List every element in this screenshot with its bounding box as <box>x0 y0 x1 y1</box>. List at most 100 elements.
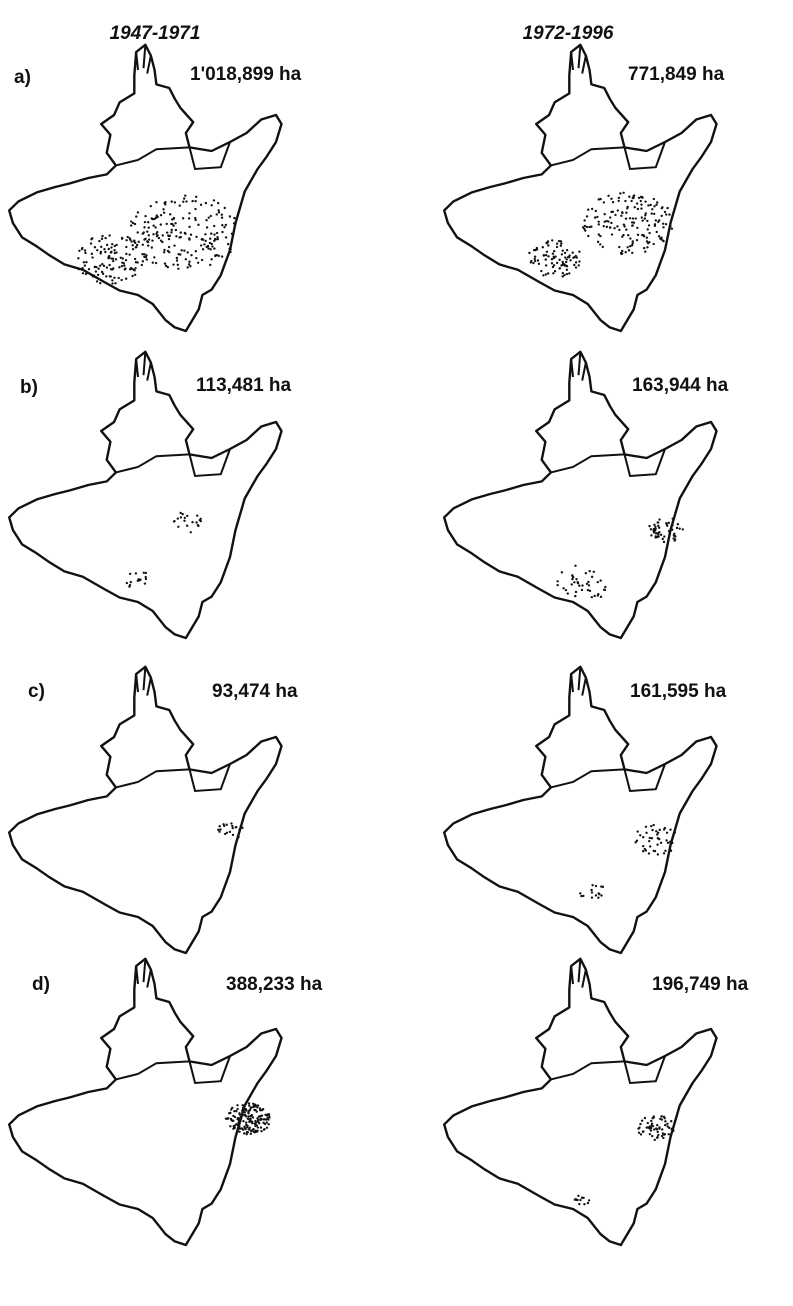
dot <box>593 595 595 597</box>
dot <box>568 254 570 256</box>
dot <box>658 219 660 221</box>
dot <box>591 576 593 578</box>
dot <box>581 1197 583 1199</box>
dot <box>222 823 224 825</box>
dot <box>110 251 112 253</box>
dot <box>209 238 211 240</box>
dot <box>620 215 622 217</box>
dot <box>652 243 654 245</box>
dot <box>597 221 599 223</box>
dot <box>244 1128 246 1130</box>
dot <box>618 229 620 231</box>
dot <box>257 1120 259 1122</box>
dot <box>534 258 536 260</box>
dot <box>129 584 131 586</box>
dot <box>81 248 83 250</box>
dot <box>256 1131 258 1133</box>
dot <box>243 1126 245 1128</box>
dot <box>171 229 173 231</box>
dot <box>553 264 555 266</box>
dot <box>144 221 146 223</box>
dot <box>599 235 601 237</box>
dot <box>641 197 643 199</box>
dot <box>136 244 138 246</box>
dot <box>137 211 139 213</box>
dot <box>226 832 228 834</box>
dot <box>200 520 202 522</box>
dot <box>667 233 669 235</box>
dot <box>100 251 102 253</box>
dot <box>611 233 613 235</box>
dot <box>108 234 110 236</box>
map <box>9 667 281 953</box>
dot <box>645 832 647 834</box>
dot <box>646 220 648 222</box>
dot <box>158 237 160 239</box>
dot <box>168 235 170 237</box>
dot <box>84 264 86 266</box>
dot <box>187 251 189 253</box>
dot <box>670 850 672 852</box>
dot <box>653 205 655 207</box>
dot <box>661 1118 663 1120</box>
dot <box>213 247 215 249</box>
dot <box>110 275 112 277</box>
dot <box>151 217 153 219</box>
dot <box>542 246 544 248</box>
dot <box>94 266 96 268</box>
dot <box>600 885 602 887</box>
dot <box>644 217 646 219</box>
dot <box>223 226 225 228</box>
dot <box>208 217 210 219</box>
dot <box>263 1128 265 1130</box>
dot <box>252 1103 254 1105</box>
dot <box>195 196 197 198</box>
dot <box>649 1127 651 1129</box>
dot <box>581 584 583 586</box>
dot <box>137 578 139 580</box>
dot <box>668 228 670 230</box>
dot <box>257 1126 259 1128</box>
dot <box>651 212 653 214</box>
dot <box>655 204 657 206</box>
dot <box>156 235 158 237</box>
dot <box>562 587 564 589</box>
dot <box>566 265 568 267</box>
dot <box>160 223 162 225</box>
dot <box>650 1120 652 1122</box>
dot <box>656 201 658 203</box>
dot <box>234 1116 236 1118</box>
dot <box>656 1136 658 1138</box>
dot <box>573 581 575 583</box>
dot <box>660 1115 662 1117</box>
area-label: 163,944 ha <box>632 375 729 396</box>
dot <box>599 243 601 245</box>
dot <box>250 1115 252 1117</box>
dot <box>240 826 242 828</box>
dot <box>560 242 562 244</box>
dot <box>649 837 651 839</box>
dot <box>645 212 647 214</box>
dot <box>590 889 592 891</box>
dot <box>542 274 544 276</box>
dot <box>267 1113 269 1115</box>
dot <box>642 850 644 852</box>
dot <box>91 274 93 276</box>
dot <box>207 245 209 247</box>
dot <box>630 200 632 202</box>
dot <box>661 207 663 209</box>
dot <box>85 273 87 275</box>
dot <box>561 571 563 573</box>
dot <box>625 212 627 214</box>
area-label: 161,595 ha <box>630 681 727 702</box>
dot <box>78 250 80 252</box>
dot <box>121 237 123 239</box>
figure: 1947-1971 1972-1996 a)1'018,899 ha771,84… <box>0 0 793 1306</box>
dot <box>180 231 182 233</box>
map <box>9 959 281 1245</box>
dot <box>145 578 147 580</box>
dot <box>181 513 183 515</box>
dot <box>213 199 215 201</box>
dot <box>238 1131 240 1133</box>
dot <box>610 198 612 200</box>
